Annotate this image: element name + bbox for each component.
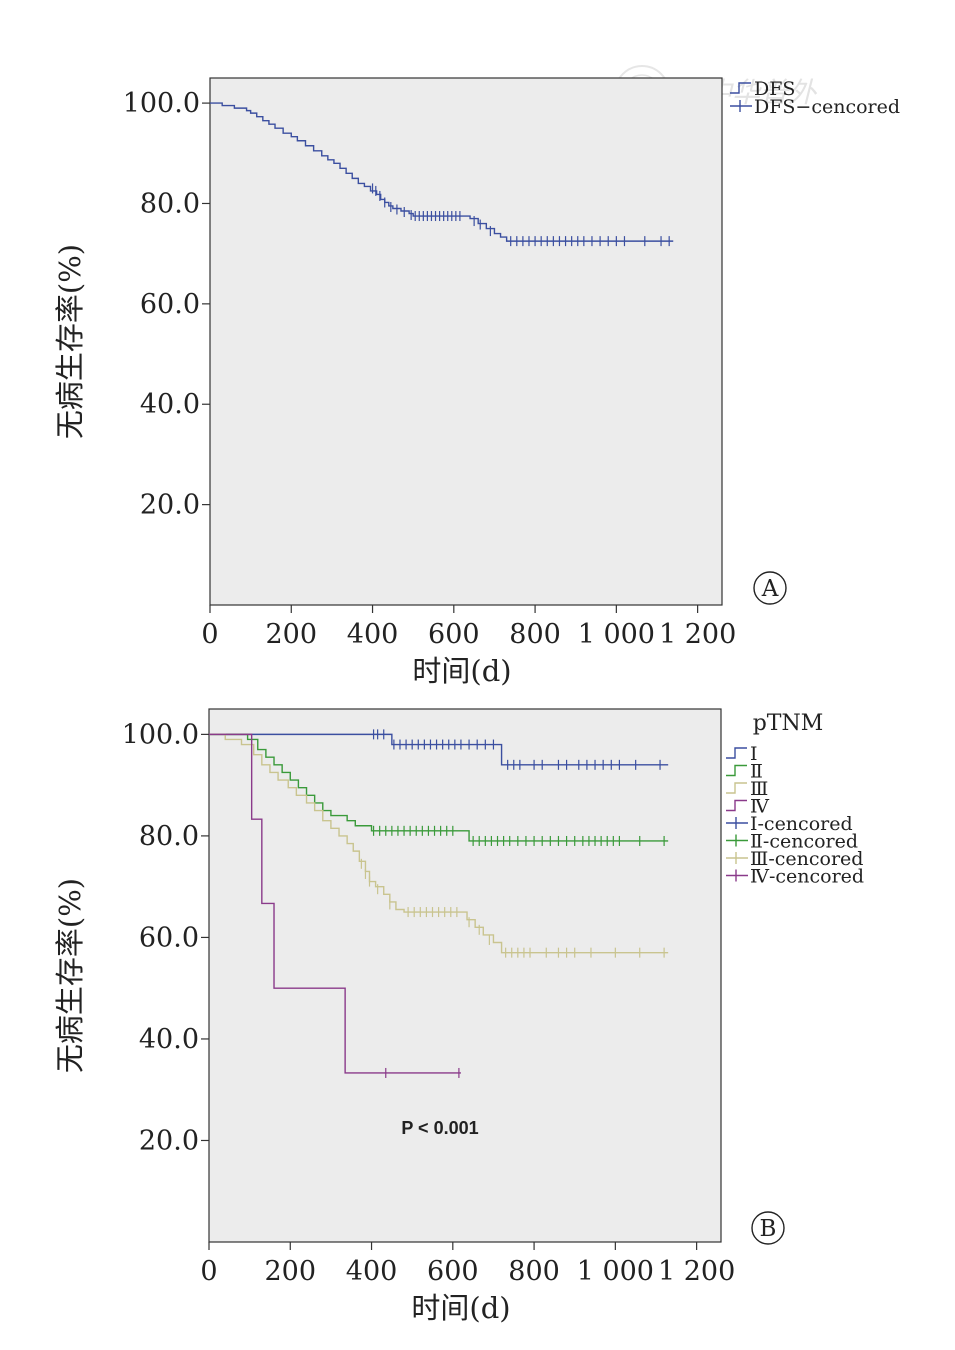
x-tick-label: 200 (265, 619, 317, 650)
legend-label: Ⅳ-cencored (750, 866, 864, 888)
y-tick-label: 60.0 (139, 922, 199, 953)
y-tick-label: 20.0 (139, 1125, 199, 1156)
y-tick-label: 80.0 (140, 188, 200, 219)
y-tick-label: 100.0 (123, 88, 200, 119)
y-axis-label: 无病生存率(%) (53, 244, 87, 439)
legend-label: DFS (754, 78, 795, 100)
legend-label: Ⅱ (750, 761, 763, 783)
x-tick-label: 0 (200, 1256, 217, 1287)
x-axis-label: 时间(d) (412, 654, 511, 688)
legend-label: DFS−cencored (754, 96, 900, 118)
panel-label: B (760, 1216, 777, 1242)
legend-line-swatch (726, 747, 747, 759)
y-tick-label: 40.0 (140, 389, 200, 420)
legend-title: pTNM (753, 711, 824, 736)
panel-b: 20.0 40.0 60.0 80.0 100.0 0 200 400 600 800 1 000 1… (53, 708, 864, 1325)
legend-line-swatch (726, 764, 747, 777)
x-axis-label: 时间(d) (411, 1291, 510, 1325)
legend-line-swatch (726, 782, 747, 794)
km-curve (209, 733, 669, 954)
x-tick-label: 1 000 (577, 1256, 654, 1287)
panel-label: A (761, 576, 779, 602)
km-curve (209, 733, 669, 842)
plot-area (209, 77, 723, 606)
y-tick-label: 40.0 (139, 1024, 199, 1055)
legend-label: Ⅲ (750, 778, 768, 800)
panel-label-circle (751, 1211, 785, 1245)
legend-label: Ⅰ (750, 743, 758, 765)
x-tick-label: 200 (264, 1256, 316, 1287)
legend-line-swatch (730, 82, 751, 94)
y-axis-label: 无病生存率(%) (53, 878, 87, 1073)
panel-label-circle (753, 571, 787, 605)
y-tick-label: 100.0 (122, 719, 199, 750)
legend-label: Ⅲ-cencored (750, 848, 863, 870)
km-curve (209, 733, 669, 766)
legend-line-swatch (726, 799, 747, 812)
p-value-annotation: P < 0.001 (401, 1118, 478, 1138)
km-curve (209, 733, 461, 1074)
x-tick-label: 1 200 (659, 619, 736, 650)
legend-label: Ⅰ-cencored (750, 813, 853, 835)
legend-label: Ⅳ (750, 796, 770, 818)
x-tick-label: 600 (427, 1256, 479, 1287)
x-tick-label: 600 (428, 619, 480, 650)
y-tick-label: 80.0 (139, 821, 199, 852)
x-tick-label: 1 000 (578, 619, 655, 650)
plot-area (208, 708, 722, 1243)
x-tick-label: 800 (509, 619, 561, 650)
x-tick-label: 0 (201, 619, 218, 650)
x-tick-label: 400 (347, 619, 399, 650)
km-curve (210, 102, 674, 242)
panel-a: 20.0 40.0 60.0 80.0 100.0 0 200 400 600 800 1 000 1… (53, 77, 900, 688)
x-tick-label: 800 (508, 1256, 560, 1287)
y-tick-label: 20.0 (140, 490, 200, 521)
x-tick-label: 400 (346, 1256, 398, 1287)
watermark-text: 中华普外 (704, 76, 818, 109)
y-tick-label: 60.0 (140, 289, 200, 320)
legend-label: Ⅱ-cencored (750, 831, 858, 853)
x-tick-label: 1 200 (658, 1256, 735, 1287)
